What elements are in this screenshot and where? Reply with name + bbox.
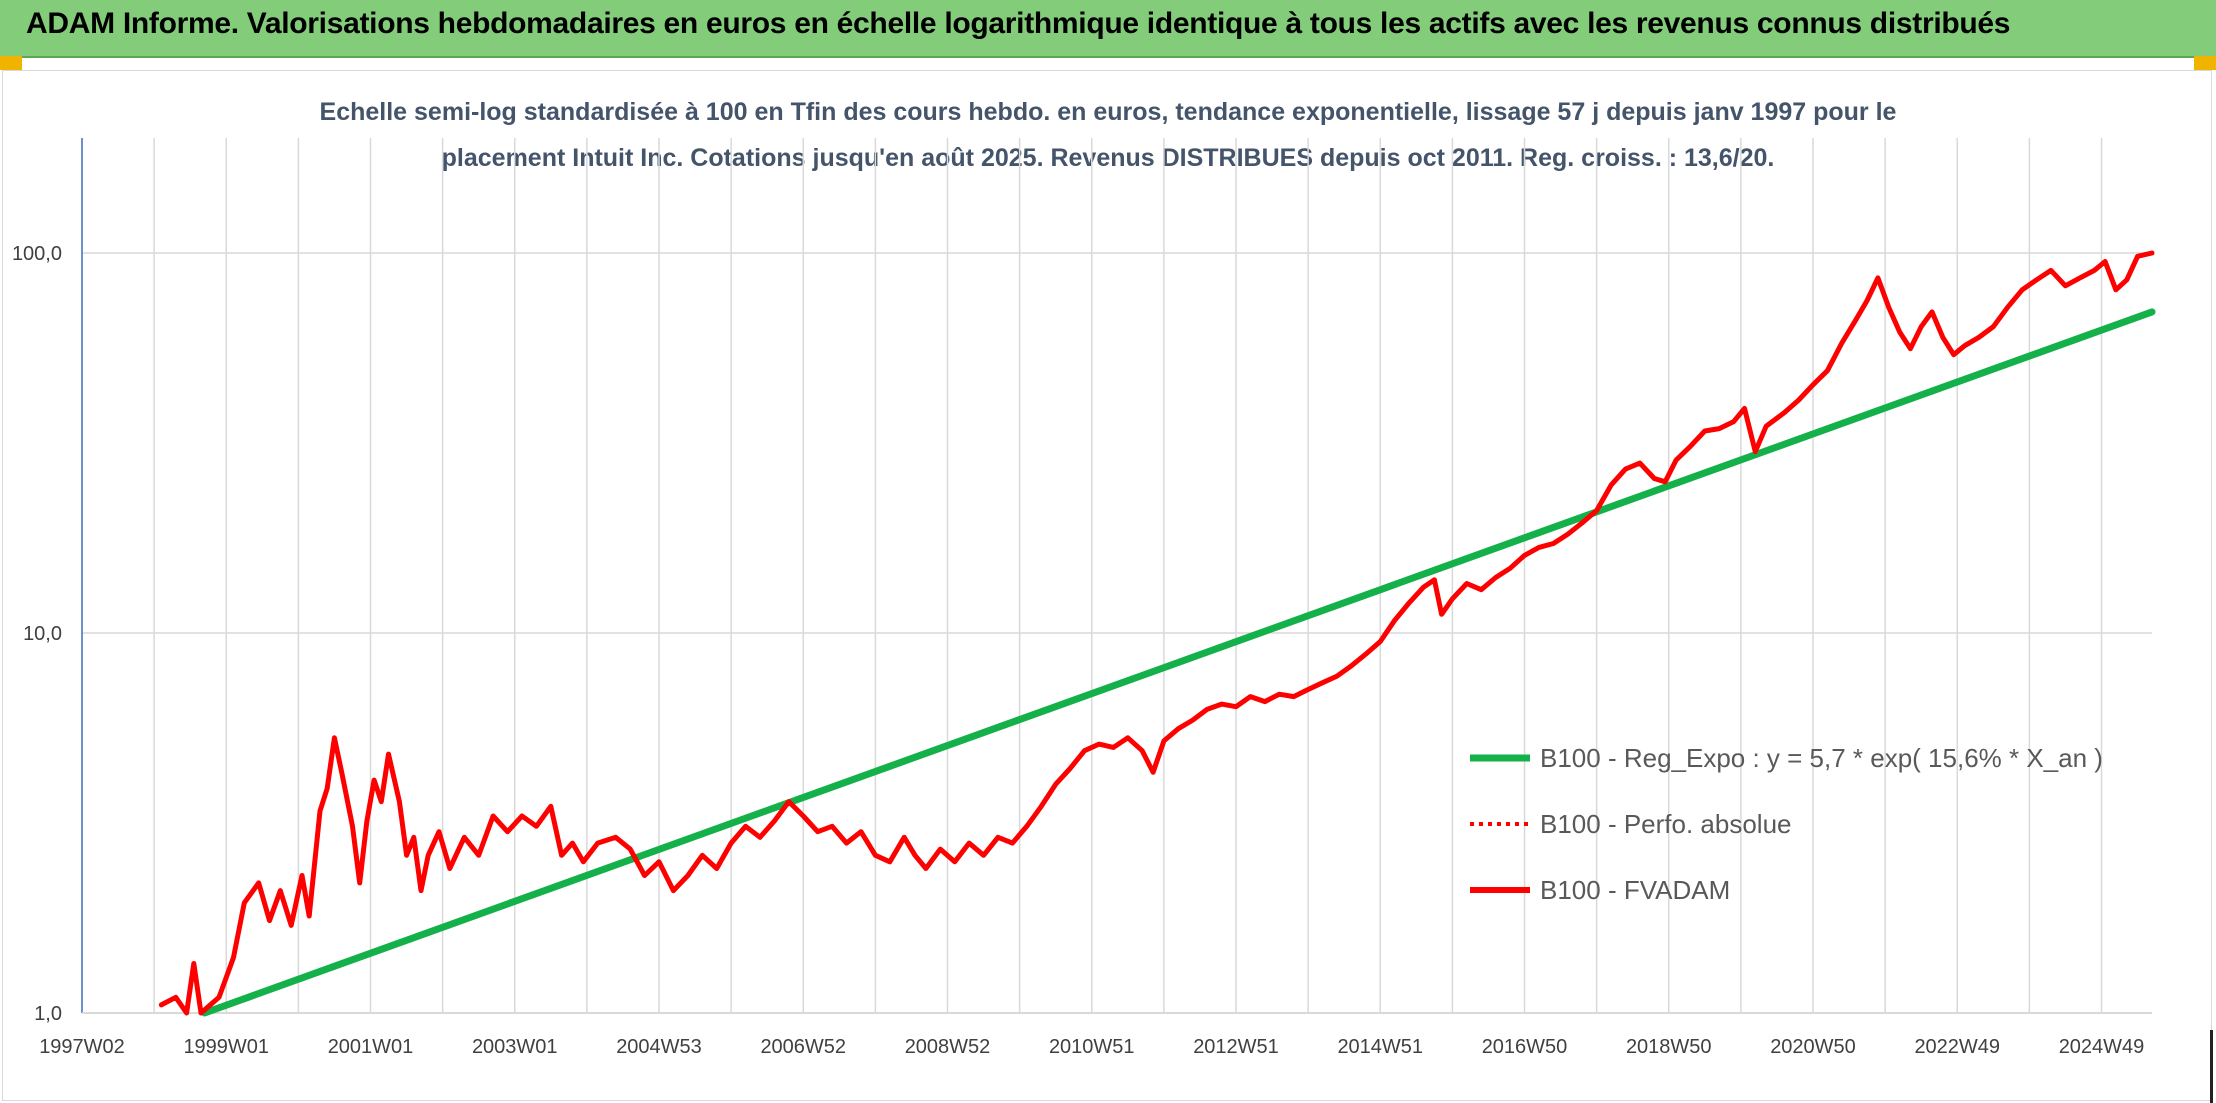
x-tick-label: 2008W52 (905, 1036, 991, 1058)
x-tick-label: 2014W51 (1337, 1036, 1423, 1058)
chart-frame (2, 70, 2212, 1101)
x-tick-label: 1999W01 (183, 1036, 269, 1058)
trend-line (201, 308, 2156, 1017)
y-tick-label: 100,0 (12, 243, 62, 265)
x-tick-label: 2016W50 (1482, 1036, 1568, 1058)
x-tick-label: 2012W51 (1193, 1036, 1279, 1058)
chart-subtitle-line1: Echelle semi-log standardisée à 100 en T… (319, 98, 1897, 126)
legend-label: B100 - FVADAM (1540, 875, 1730, 905)
legend-label: B100 - Reg_Expo : y = 5,7 * exp( 15,6% *… (1540, 743, 2103, 773)
x-tick-label: 2001W01 (328, 1036, 414, 1058)
fvadam-line (158, 250, 2155, 1016)
y-tick-label: 1,0 (34, 1003, 62, 1025)
report-header: ADAM Informe. Valorisations hebdomadaire… (0, 0, 2216, 58)
x-tick-label: 2010W51 (1049, 1036, 1135, 1058)
series-layer (158, 250, 2156, 1017)
legend-label: B100 - Perfo. absolue (1540, 809, 1792, 839)
x-tick-label: 2024W49 (2059, 1036, 2145, 1058)
x-tick-label: 2018W50 (1626, 1036, 1712, 1058)
x-tick-label: 1997W02 (39, 1036, 125, 1058)
corner-accent-right (2194, 56, 2216, 70)
x-tick-label: 2003W01 (472, 1036, 558, 1058)
x-tick-label: 2020W50 (1770, 1036, 1856, 1058)
corner-accent-left (0, 56, 22, 70)
x-tick-label: 2004W53 (616, 1036, 702, 1058)
report-title: ADAM Informe. Valorisations hebdomadaire… (26, 7, 2011, 40)
x-tick-label: 2006W52 (760, 1036, 846, 1058)
frame-edge-right (2210, 1030, 2213, 1103)
x-tick-label: 2022W49 (1914, 1036, 2000, 1058)
axis-layer: 1997W02 1999W01 2001W01 2003W01 2004W53 2006W… (12, 138, 2152, 1058)
y-tick-label: 10,0 (23, 623, 62, 645)
grid-layer (81, 138, 2152, 1014)
chart-subtitle-line2: placement Intuit Inc. Cotations jusqu'en… (441, 144, 1775, 172)
chart-legend: B100 - Reg_Expo : y = 5,7 * exp( 15,6% *… (1470, 743, 2103, 905)
